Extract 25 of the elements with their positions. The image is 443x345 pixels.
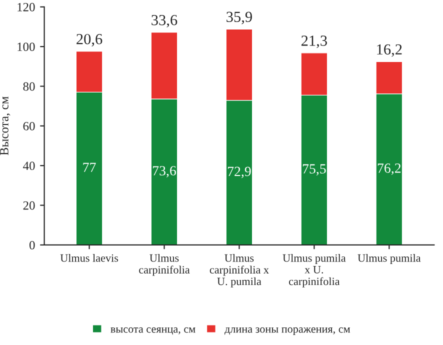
x-tick-label: Ulmus laevis (60, 254, 118, 262)
data-label: 33,6 (152, 14, 178, 28)
y-tick-label: 100 (18, 42, 35, 52)
data-label: 35,9 (226, 12, 252, 24)
data-label: 73,6 (153, 166, 176, 178)
y-tick-label: 120 (18, 2, 35, 12)
legend-label: длина зоны поражения, см (224, 327, 350, 335)
data-label: 77 (83, 162, 96, 172)
y-tick-label: 20 (23, 201, 35, 210)
y-tick-label: 80 (23, 82, 35, 91)
x-tick-label: Ulmus pumila (358, 254, 421, 264)
legend-label: высота сеянца, см (110, 327, 196, 335)
x-tick-label: Ulmus carpinifolia x U. pumila (210, 254, 269, 288)
data-label: 20,6 (76, 34, 102, 46)
y-tick-label: 0 (30, 240, 35, 250)
x-tick-label: Ulmus carpinifolia (139, 254, 190, 276)
x-tick-label: Ulmus pumila x U. carpinifolia (282, 254, 346, 288)
y-tick-label: 40 (23, 162, 35, 170)
y-tick-label: 60 (23, 122, 35, 130)
data-label: 72,9 (228, 166, 251, 178)
y-axis-title: Высота, см (0, 96, 10, 156)
data-label: 75,5 (302, 164, 326, 176)
data-label: 16,2 (377, 44, 402, 57)
data-label: 21,3 (301, 36, 327, 48)
data-label: 76,2 (378, 164, 401, 175)
